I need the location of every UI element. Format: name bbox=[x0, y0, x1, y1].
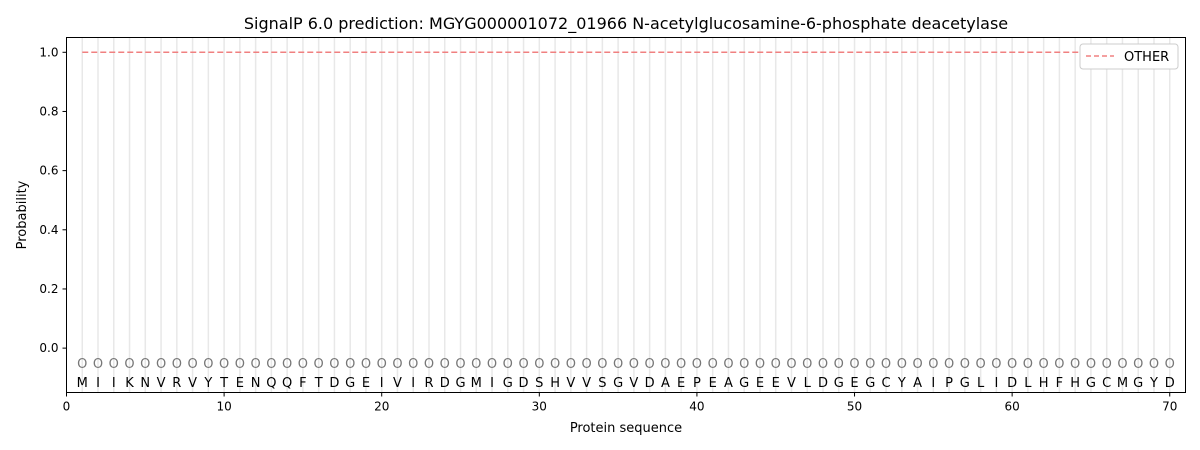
prediction-label: O bbox=[298, 357, 308, 372]
prediction-label: O bbox=[881, 357, 891, 372]
y-axis-label: Probability bbox=[15, 180, 30, 249]
prediction-label: O bbox=[266, 357, 276, 372]
prediction-label: O bbox=[960, 357, 970, 372]
prediction-label: O bbox=[1102, 357, 1112, 372]
legend-label-other: OTHER bbox=[1124, 50, 1169, 65]
prediction-label: O bbox=[203, 357, 213, 372]
prediction-label: O bbox=[1133, 357, 1143, 372]
prediction-label: O bbox=[865, 357, 875, 372]
prediction-label: O bbox=[1007, 357, 1017, 372]
prediction-label: O bbox=[392, 357, 402, 372]
x-tick-label: 70 bbox=[1162, 400, 1177, 414]
prediction-label: O bbox=[534, 357, 544, 372]
prediction-label: O bbox=[361, 357, 371, 372]
x-tick-label: 60 bbox=[1004, 400, 1019, 414]
prediction-label: O bbox=[629, 357, 639, 372]
prediction-label: O bbox=[251, 357, 261, 372]
prediction-label: O bbox=[849, 357, 859, 372]
prediction-label: O bbox=[282, 357, 292, 372]
prediction-label: O bbox=[172, 357, 182, 372]
prediction-label: O bbox=[1149, 357, 1159, 372]
prediction-label: O bbox=[897, 357, 907, 372]
prediction-label: O bbox=[140, 357, 150, 372]
prediction-label: O bbox=[708, 357, 718, 372]
prediction-label: O bbox=[802, 357, 812, 372]
prediction-label: O bbox=[912, 357, 922, 372]
x-tick-label: 0 bbox=[63, 400, 71, 414]
prediction-label: O bbox=[1070, 357, 1080, 372]
prediction-label: O bbox=[1039, 357, 1049, 372]
y-tick-label: 1.0 bbox=[39, 45, 58, 59]
prediction-label: O bbox=[345, 357, 355, 372]
prediction-label: O bbox=[156, 357, 166, 372]
prediction-label: O bbox=[377, 357, 387, 372]
prediction-label: O bbox=[1165, 357, 1175, 372]
prediction-label: O bbox=[739, 357, 749, 372]
x-tick-label: 40 bbox=[689, 400, 704, 414]
prediction-label: O bbox=[755, 357, 765, 372]
residue-sequence: MIIKNVRVYTENQQFTDGEIVIRDGMIGDSHVVSGVDAEP… bbox=[77, 376, 1175, 391]
legend-box bbox=[1079, 43, 1179, 70]
x-tick-label: 50 bbox=[847, 400, 862, 414]
prediction-label: O bbox=[314, 357, 324, 372]
prediction-label: O bbox=[660, 357, 670, 372]
prediction-label: O bbox=[109, 357, 119, 372]
prediction-label: O bbox=[944, 357, 954, 372]
x-tick-label: 20 bbox=[374, 400, 389, 414]
prediction-label: O bbox=[1117, 357, 1127, 372]
prediction-label: O bbox=[645, 357, 655, 372]
y-tick-label: 0.6 bbox=[39, 164, 58, 178]
prediction-label: O bbox=[487, 357, 497, 372]
x-tick-label: 30 bbox=[532, 400, 547, 414]
prediction-label: O bbox=[518, 357, 528, 372]
prediction-label: O bbox=[581, 357, 591, 372]
x-tick-label: 10 bbox=[216, 400, 231, 414]
prediction-label: O bbox=[834, 357, 844, 372]
y-tick-label: 0.8 bbox=[39, 104, 58, 118]
prediction-label: O bbox=[975, 357, 985, 372]
prediction-label: O bbox=[408, 357, 418, 372]
prediction-label: O bbox=[786, 357, 796, 372]
prediction-label: O bbox=[550, 357, 560, 372]
prediction-label: O bbox=[597, 357, 607, 372]
prediction-label: O bbox=[1023, 357, 1033, 372]
prediction-label: O bbox=[124, 357, 134, 372]
prediction-label: O bbox=[503, 357, 513, 372]
prediction-label: O bbox=[1086, 357, 1096, 372]
prediction-label: O bbox=[455, 357, 465, 372]
y-tick-label: 0.2 bbox=[39, 282, 58, 296]
y-tick-label: 0.4 bbox=[39, 223, 58, 237]
prediction-label: O bbox=[77, 357, 87, 372]
prediction-label: O bbox=[771, 357, 781, 372]
prediction-label: O bbox=[676, 357, 686, 372]
y-tick-label: 0.0 bbox=[39, 341, 58, 355]
prediction-label: O bbox=[424, 357, 434, 372]
prediction-label: O bbox=[329, 357, 339, 372]
prediction-label: O bbox=[235, 357, 245, 372]
prediction-label: O bbox=[613, 357, 623, 372]
prediction-label: O bbox=[440, 357, 450, 372]
prediction-label: O bbox=[991, 357, 1001, 372]
x-axis-label: Protein sequence bbox=[570, 421, 682, 436]
prediction-label: O bbox=[1054, 357, 1064, 372]
prediction-label: O bbox=[219, 357, 229, 372]
prediction-label: O bbox=[723, 357, 733, 372]
prediction-label: O bbox=[187, 357, 197, 372]
chart-title: SignalP 6.0 prediction: MGYG000001072_01… bbox=[244, 14, 1008, 34]
prediction-label: O bbox=[471, 357, 481, 372]
legend: OTHER bbox=[1079, 43, 1179, 70]
prediction-label: O bbox=[566, 357, 576, 372]
prediction-label: O bbox=[692, 357, 702, 372]
prediction-label: O bbox=[93, 357, 103, 372]
prediction-label: O bbox=[928, 357, 938, 372]
plot-area bbox=[66, 37, 1186, 393]
prediction-label: O bbox=[818, 357, 828, 372]
